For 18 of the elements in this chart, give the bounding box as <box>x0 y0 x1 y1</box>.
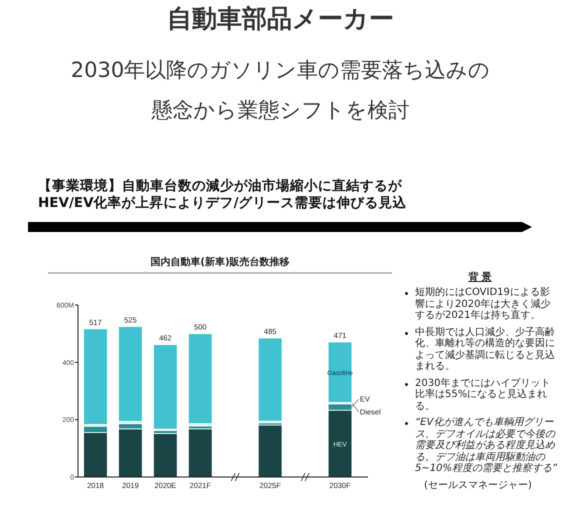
text: (セールスマネージャー) <box>423 480 533 491</box>
bar <box>258 424 282 478</box>
bar <box>188 428 213 478</box>
chart-subtitle: 2030年以降のガソリン車の需要落ち込みの懸念から業態シフトを検討 <box>70 57 492 124</box>
text: 国内自動車(新車)販売台数推移 <box>149 255 291 269</box>
bar <box>188 333 213 424</box>
text: 短期的にはCOVID19による影響により2020年は大きく減少するが2021年は持ち直す。 <box>415 287 550 321</box>
bar <box>118 428 143 478</box>
text: 【事業環境】自動車台数の減少が油市場縮小に直結するがHEV/EV化率が上昇によりデフ/グリース需要は伸びる見込 <box>38 178 408 212</box>
text: “EV化が進んでも車輌用グリース、デフオイルは必要で今後の需要及び利益がある程度見込める。デフ油は車両用駆動油の5~10%程度の需要と推察する” <box>415 417 558 474</box>
bar <box>258 338 282 422</box>
text: 2030年までにはハイブリット比率は55%になると見込まれる。 <box>415 378 550 412</box>
bar <box>153 433 178 478</box>
text: 背 景 <box>467 270 493 284</box>
chart-title: 自動車部品メーカー <box>166 3 395 35</box>
bar <box>118 326 143 422</box>
text: 中長期では人口減少、少子高齢化、車離れ等の構造的な要因によって減少基調に転じると見込まれる。 <box>415 326 555 372</box>
bar <box>153 344 178 430</box>
